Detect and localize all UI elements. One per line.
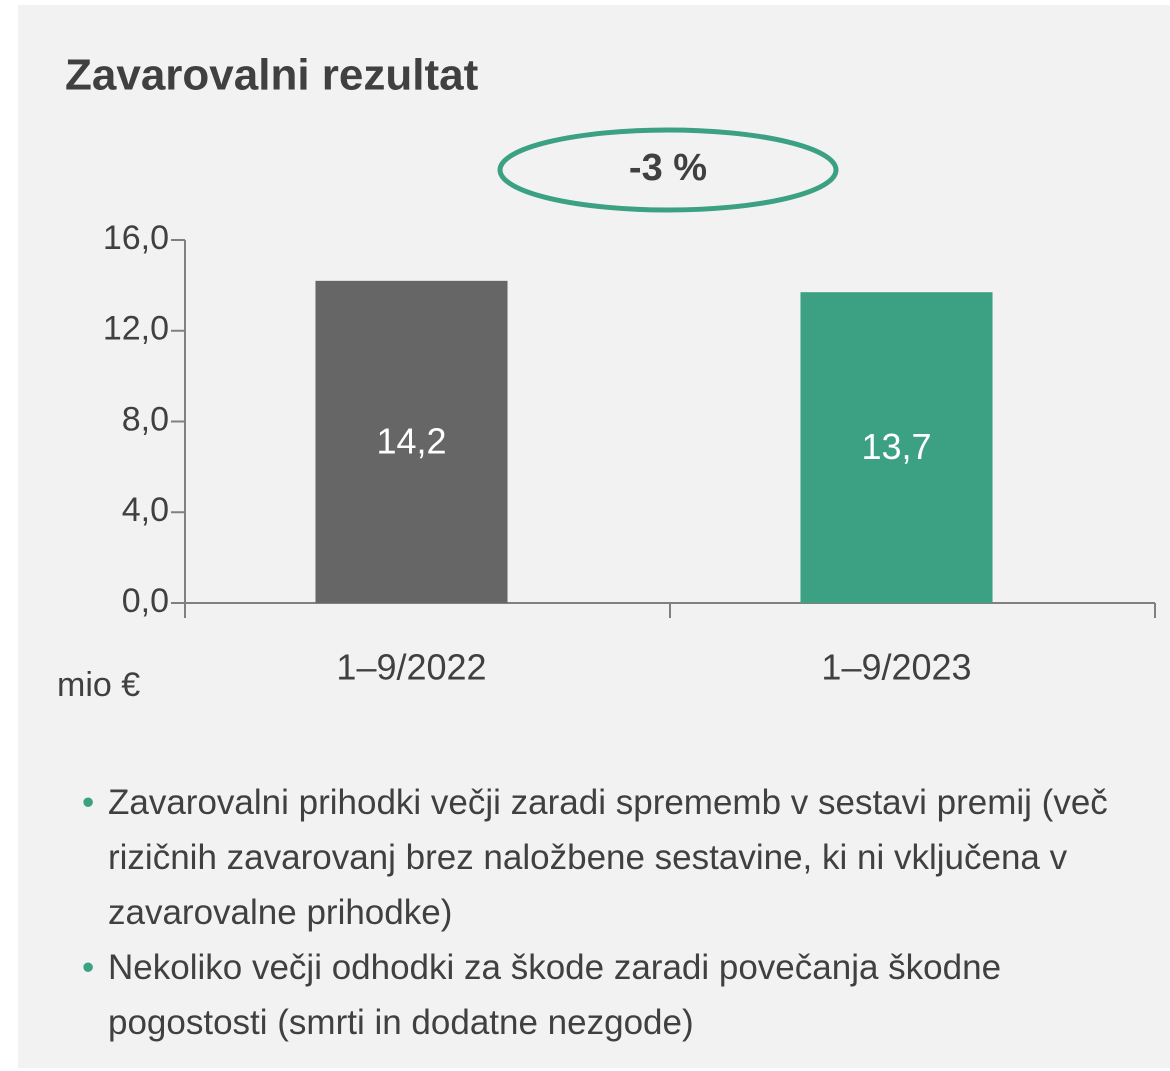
bar <box>800 292 993 603</box>
value-label: 13,7 <box>861 426 931 467</box>
bullet: Nekoliko večji odhodki za škode zaradi p… <box>82 940 1158 1050</box>
x-tick-label: 1–9/2023 <box>821 647 971 688</box>
y-unit-label: mio € <box>57 666 140 704</box>
y-tick-label: 16,0 <box>103 219 169 257</box>
y-tick-label: 12,0 <box>103 310 169 348</box>
annotation: -3 % <box>629 147 707 189</box>
value-label: 14,2 <box>376 420 446 461</box>
bar <box>315 280 508 603</box>
y-tick-label: 8,0 <box>122 400 169 438</box>
annotation-ellipse <box>497 127 839 213</box>
y-tick-label: 4,0 <box>122 491 169 529</box>
y-tick-label: 0,0 <box>122 582 169 620</box>
x-tick-label: 1–9/2022 <box>336 647 486 688</box>
chart-title: Zavarovalni rezultat <box>65 51 479 100</box>
chart: Zavarovalni rezultat -3 % mio € 0,0 4,0 8,… <box>57 51 1156 704</box>
bullet-list: Zavarovalni prihodki večji zaradi spreme… <box>82 775 1158 1050</box>
bullet: Zavarovalni prihodki večji zaradi spreme… <box>82 775 1158 940</box>
